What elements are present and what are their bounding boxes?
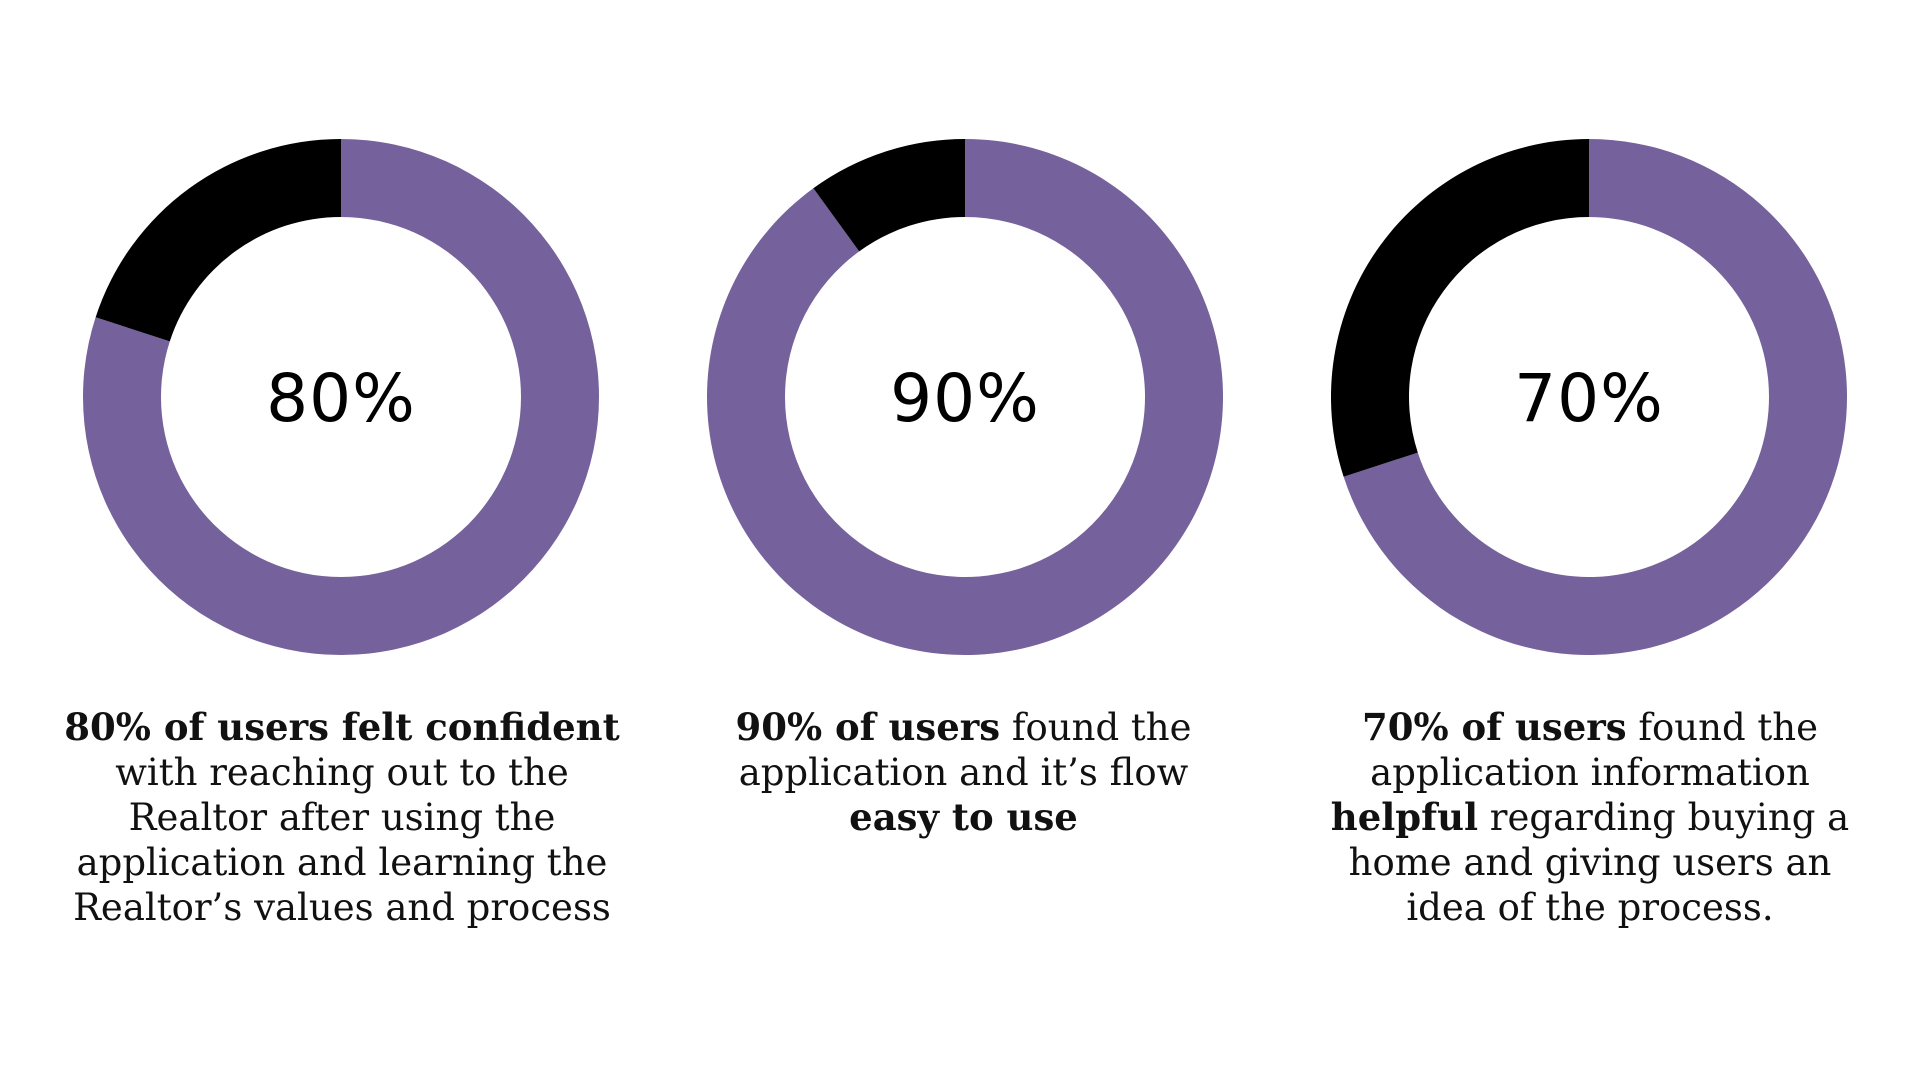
donut-center-label-2: 70% [1514,360,1664,437]
donut-center-label-1: 90% [890,360,1040,437]
donut-slice-remainder-1 [813,139,965,252]
donut-slice-remainder-2 [1331,139,1589,477]
donut-slice-positive-1 [706,139,1223,655]
donut-chart-80: 80% [82,139,600,655]
caption-70: 70% of users found the application infor… [1310,705,1870,930]
caption-70-bold-tail: helpful [1330,795,1479,839]
caption-90: 90% of users found the application and i… [686,705,1241,840]
caption-80: 80% of users felt confident with reachin… [62,705,622,930]
donut-center-label-0: 80% [266,360,416,437]
donut-chart-90: 90% [706,139,1223,655]
caption-80-text: with reaching out to the Realtor after u… [73,751,611,929]
caption-90-bold-lead: 90% of users [735,705,1001,749]
caption-90-bold-tail: easy to use [849,795,1078,839]
donut-chart-70: 70% [1331,139,1847,655]
donut-slice-positive-0 [82,139,600,655]
caption-80-bold-lead: 80% of users felt confident [64,705,620,749]
caption-70-end: regarding buying a home and giving users… [1348,796,1850,929]
donut-slice-positive-2 [1343,139,1847,655]
donut-slice-remainder-0 [95,139,342,342]
caption-90-text: found the application and it’s flow [738,706,1192,794]
caption-70-text: found the application information [1370,706,1819,794]
caption-70-bold-lead: 70% of users [1361,705,1627,749]
